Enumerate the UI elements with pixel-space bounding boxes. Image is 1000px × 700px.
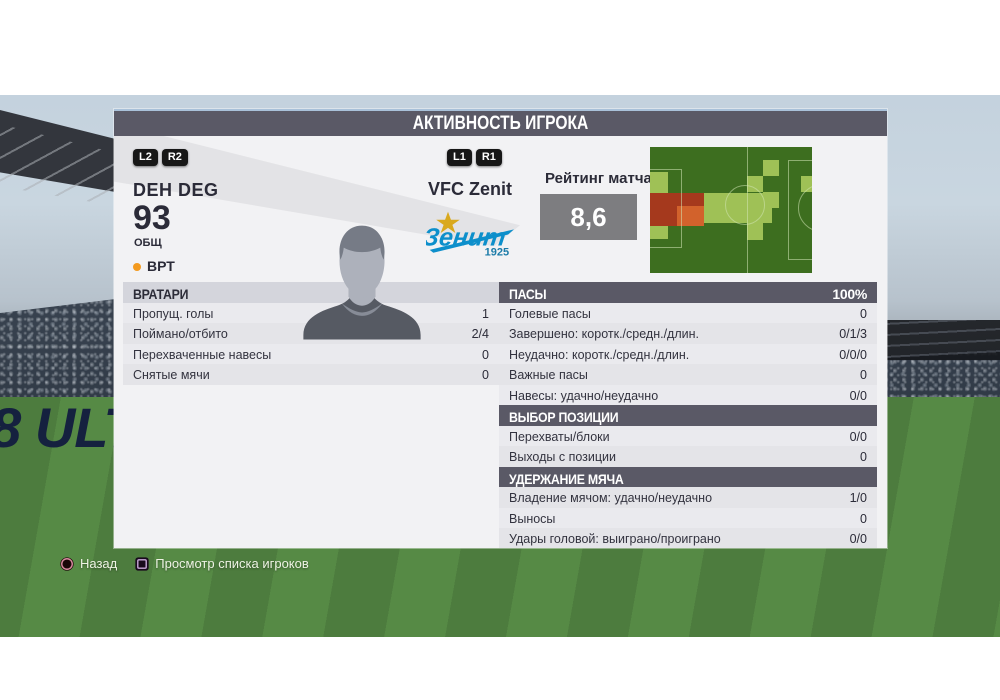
svg-text:1925: 1925 xyxy=(485,247,509,259)
